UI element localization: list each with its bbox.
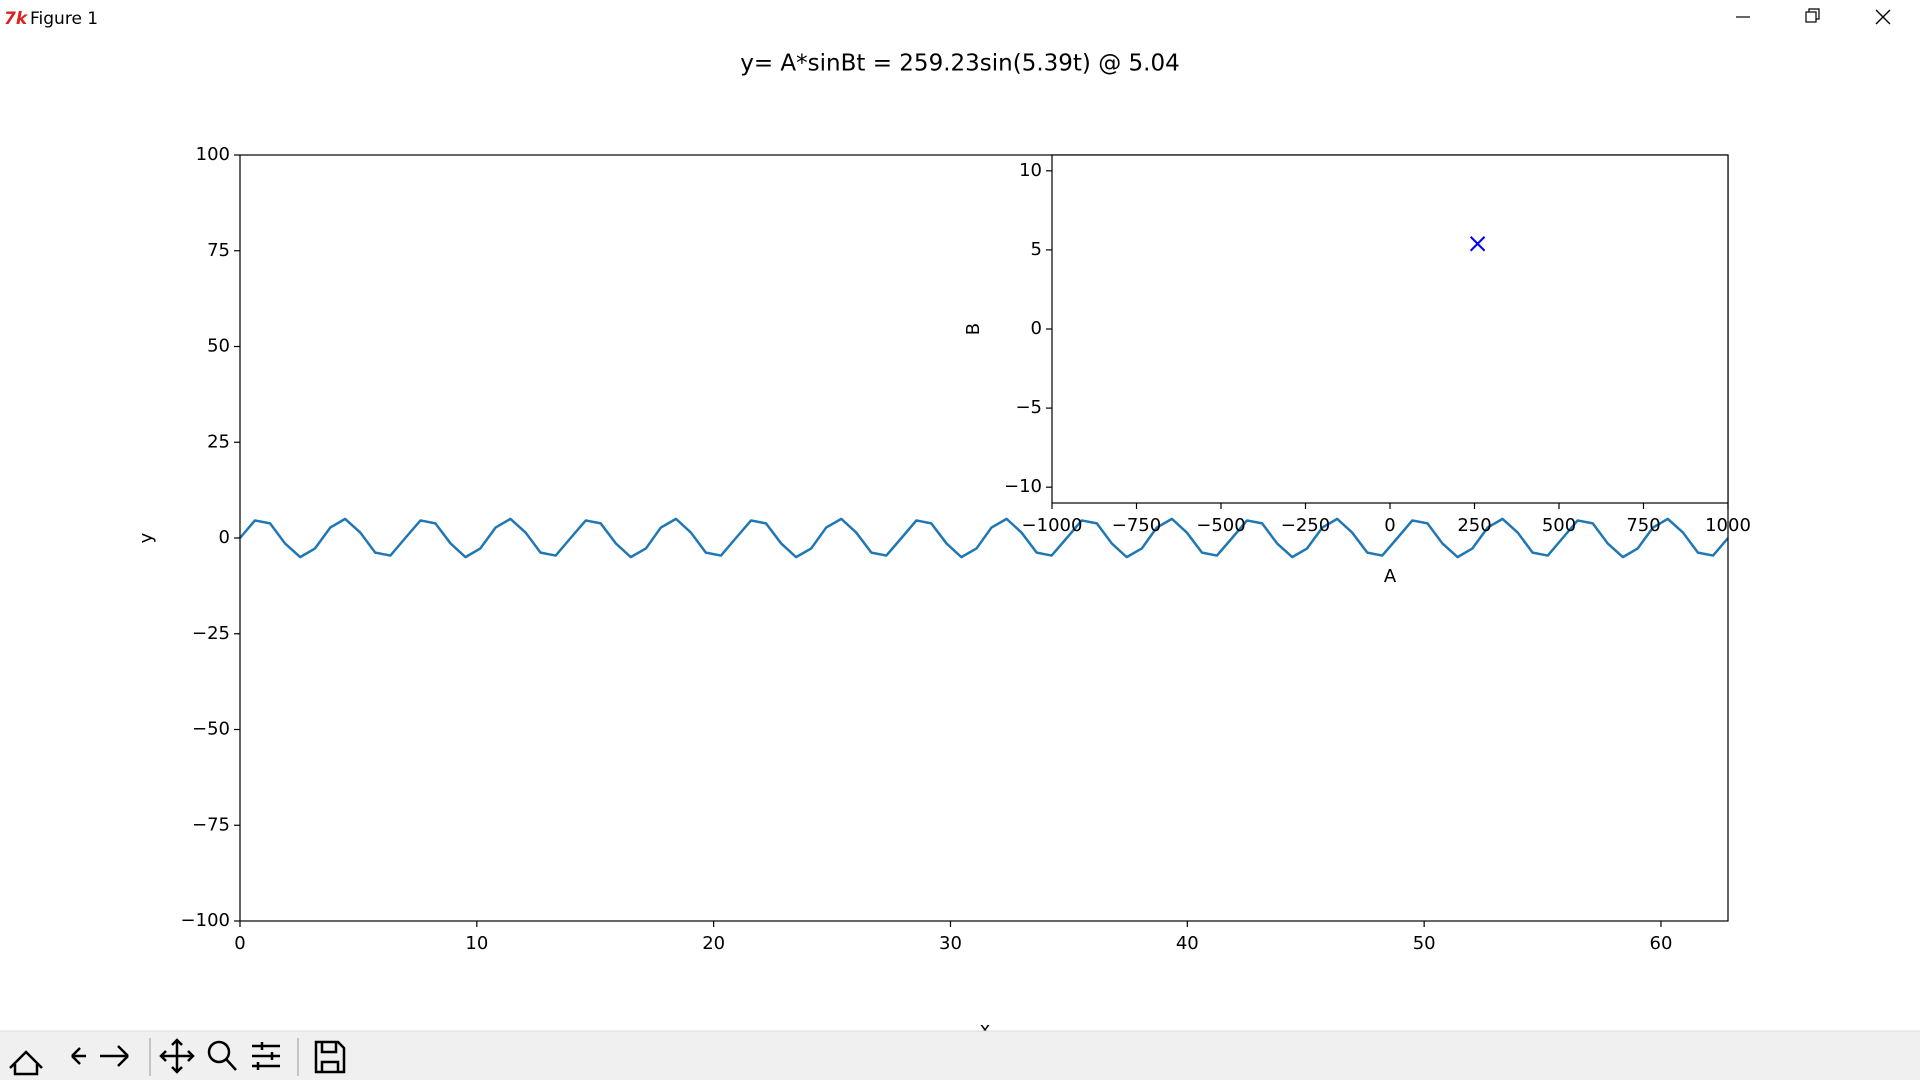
x-tick-label: −250 [1281, 515, 1330, 536]
x-tick-label: 20 [702, 933, 725, 954]
y-tick-label: 50 [207, 336, 230, 357]
app-icon: 7k [4, 9, 29, 29]
y-tick-label: −50 [192, 719, 230, 740]
y-tick-label: −10 [1004, 476, 1042, 497]
y-tick-label: −25 [192, 623, 230, 644]
y-tick-label: 10 [1019, 160, 1042, 181]
x-axis-label: A [1384, 566, 1397, 587]
x-tick-label: −1000 [1022, 515, 1083, 536]
y-tick-label: −75 [192, 814, 230, 835]
x-tick-label: 500 [1542, 515, 1576, 536]
x-tick-label: 30 [939, 933, 962, 954]
y-tick-label: 75 [207, 240, 230, 261]
close-button[interactable] [1875, 9, 1891, 25]
y-axis-label: y [136, 532, 157, 543]
x-tick-label: 40 [1176, 933, 1199, 954]
toolbar-background [0, 1031, 1920, 1080]
forward-button[interactable] [100, 1045, 129, 1067]
pan-button[interactable] [159, 1038, 195, 1074]
x-tick-label: 1000 [1705, 515, 1751, 536]
y-tick-label: −5 [1015, 397, 1042, 418]
x-tick-label: 10 [465, 933, 488, 954]
figure: y= A*sinBt = 259.23sin(5.39t) @ 5.04 0 10 2… [136, 51, 1751, 1041]
scatter-point [1469, 236, 1486, 252]
title-bar: 7k Figure 1 [4, 8, 1891, 29]
home-button[interactable] [9, 1050, 43, 1076]
y-axis-label: B [963, 323, 984, 335]
restore-button[interactable] [1805, 8, 1820, 23]
chart-title: y= A*sinBt = 259.23sin(5.39t) @ 5.04 [740, 51, 1180, 77]
x-tick-label: −500 [1196, 515, 1245, 536]
axes-background [1052, 155, 1728, 503]
x-tick-label: 60 [1650, 933, 1673, 954]
back-button[interactable] [71, 1047, 86, 1065]
x-tick-label: 0 [1384, 515, 1395, 536]
y-tick-label: 100 [196, 144, 230, 165]
zoom-button[interactable] [207, 1040, 237, 1071]
save-button[interactable] [314, 1040, 346, 1074]
x-axis-label: x [980, 1019, 991, 1040]
x-tick-label: 750 [1626, 515, 1660, 536]
x-tick-label: 250 [1457, 515, 1491, 536]
window-title: Figure 1 [30, 9, 98, 29]
x-tick-label: 50 [1413, 933, 1436, 954]
y-tick-label: 0 [1031, 318, 1042, 339]
y-tick-label: 0 [219, 527, 230, 548]
y-tick-label: −100 [181, 910, 230, 931]
configure-button[interactable] [252, 1042, 280, 1070]
x-tick-label: 0 [234, 933, 245, 954]
data-line [239, 517, 1729, 559]
x-tick-label: −750 [1112, 515, 1161, 536]
toolbar [0, 1030, 1920, 1080]
y-tick-label: 5 [1031, 239, 1042, 260]
y-tick-label: 25 [207, 431, 230, 452]
